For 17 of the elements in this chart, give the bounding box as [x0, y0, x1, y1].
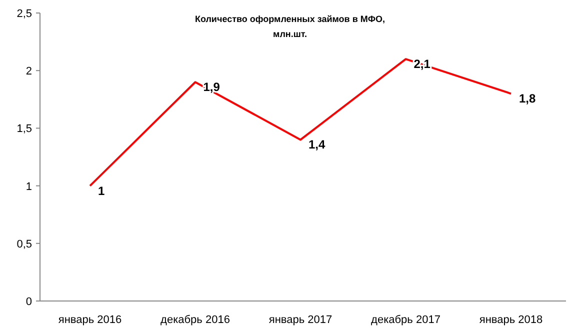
- x-tick-label: январь 2018: [479, 314, 543, 326]
- y-tick-label: 1,5: [16, 123, 32, 136]
- line-series: [89, 58, 512, 187]
- y-tick-label: 0: [26, 296, 32, 308]
- text: Количество оформленных займов в МФО, млн.шт.: [194, 14, 386, 39]
- data-label: 1,8: [519, 92, 536, 106]
- x-tick-label: декабрь 2016: [160, 314, 230, 326]
- y-tick-label: 0,5: [16, 238, 32, 250]
- x-tick-label: январь 2016: [58, 314, 122, 326]
- y-tick-label: 1: [26, 180, 32, 193]
- data-label: 1: [98, 184, 105, 198]
- y-tick-label: 2: [26, 66, 32, 78]
- x-tick-label: декабрь 2017: [371, 314, 440, 326]
- x-tick-label: январь 2017: [268, 314, 332, 326]
- data-label: 1,4: [308, 138, 326, 152]
- y-tick-label: 2,5: [16, 8, 32, 20]
- data-label: 1,9: [203, 80, 220, 94]
